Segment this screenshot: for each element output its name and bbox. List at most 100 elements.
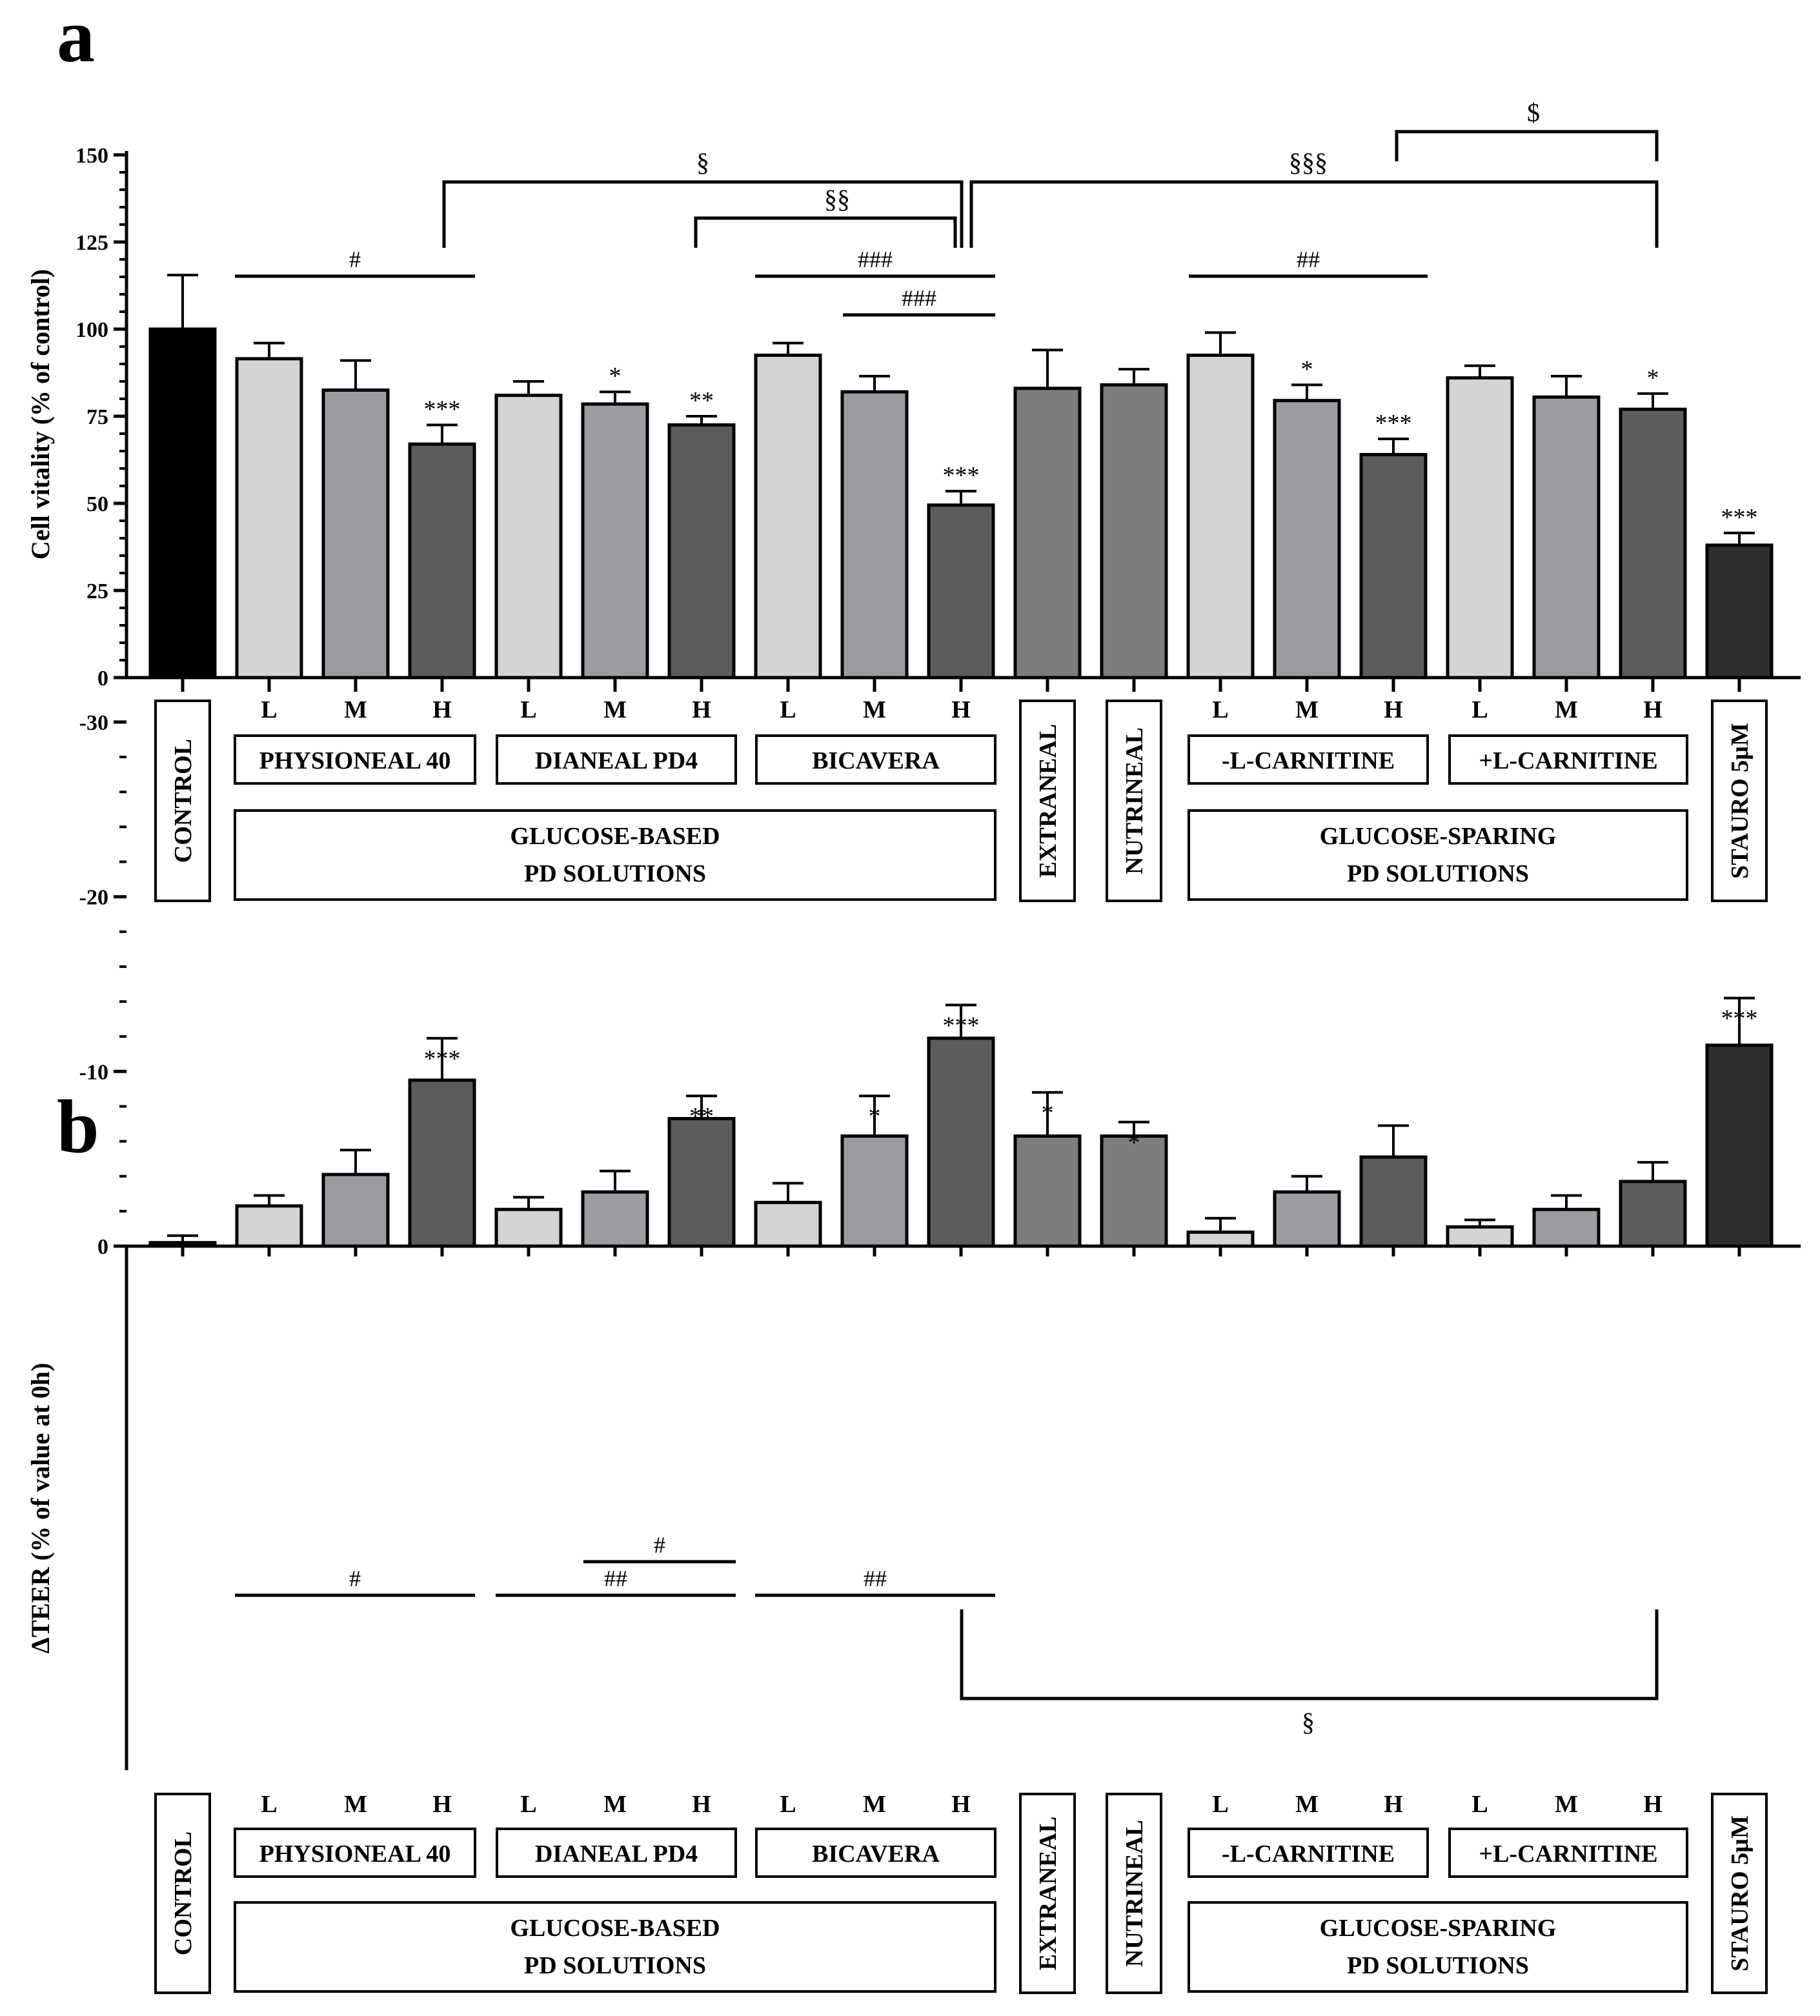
significance-marker: *** (943, 462, 980, 489)
level-label: L (1212, 1791, 1228, 1818)
level-label: H (432, 696, 452, 723)
bar-18 (1619, 1180, 1687, 1248)
bar-10 (927, 1036, 995, 1248)
group-box-physioneal (234, 1828, 476, 1878)
y-tick-label: 125 (76, 231, 108, 255)
category-label-glucose-based-2: PD SOLUTIONS (524, 860, 706, 887)
bar-2 (235, 1204, 303, 1248)
vertical-box-nutrineal (1106, 700, 1162, 902)
comparison-label: ## (1297, 247, 1320, 272)
level-label: H (951, 696, 971, 723)
y-tick-label: -10 (79, 1060, 108, 1084)
comparison-label: § (1302, 1708, 1315, 1737)
group-label-bicavera: BICAVERA (812, 1840, 940, 1868)
level-label: M (1295, 696, 1319, 723)
significance-marker: ** (689, 1103, 714, 1130)
level-label: H (1643, 696, 1663, 723)
panel-a: a 0 25 50 75 100 125 150 Cell vitality (% of con… (26, 0, 1801, 902)
level-label: L (1212, 696, 1228, 723)
bar-19 (1705, 543, 1774, 680)
bar-10 (927, 503, 995, 680)
vertical-box-stauro (1711, 1793, 1768, 1994)
category-label-glucose-sparing-1: GLUCOSE-SPARING (1320, 1915, 1557, 1942)
bar-13 (1186, 1230, 1255, 1248)
comparison-label: # (654, 1532, 665, 1558)
level-label: H (692, 696, 711, 723)
vertical-label-control: CONTROL (170, 1831, 197, 1955)
y-axis-label: Cell vitality (% of control) (26, 269, 55, 559)
vertical-box-stauro (1711, 700, 1768, 902)
y-tick-label: 50 (86, 492, 108, 516)
bar-4 (408, 1078, 476, 1248)
vertical-box-nutrineal (1106, 1793, 1162, 1994)
bar-5 (494, 1207, 563, 1248)
comparison-label: §§ (824, 185, 850, 214)
vertical-label-nutrineal: NUTRINEAL (1121, 727, 1148, 874)
level-label: M (603, 696, 627, 723)
level-label: L (261, 1791, 277, 1818)
group-box-bicavera (755, 1828, 996, 1878)
group-label-bicavera: BICAVERA (812, 747, 940, 774)
significance-marker: * (1042, 1100, 1054, 1127)
y-tick-label: 100 (76, 318, 108, 342)
level-label: H (951, 1791, 971, 1818)
group-box-minus-carnitine (1188, 1828, 1429, 1878)
comparison-label: §§§ (1289, 148, 1328, 177)
bar-15 (1359, 1155, 1428, 1248)
comparison-label: ### (902, 285, 936, 311)
level-label: L (780, 1791, 796, 1818)
bar-14 (1273, 1190, 1341, 1248)
significance-marker: *** (1721, 504, 1758, 531)
category-label-glucose-sparing-2: PD SOLUTIONS (1347, 860, 1529, 887)
bar-11 (1013, 387, 1082, 680)
bar-15 (1359, 452, 1428, 680)
group-box-plus-carnitine (1448, 734, 1688, 785)
comparison-label: # (349, 1566, 361, 1591)
significance-marker: ** (689, 387, 714, 414)
vertical-box-extraneal (1019, 700, 1076, 902)
group-label-physioneal: PHYSIONEAL 40 (259, 747, 451, 774)
group-box-plus-carnitine (1448, 1828, 1688, 1878)
significance-marker: *** (1721, 1005, 1758, 1033)
group-label-dianeal: DIANEAL PD4 (535, 1840, 698, 1868)
comparison-bracket (969, 180, 1659, 248)
bar-9 (840, 1134, 909, 1248)
comparison-label: $ (1527, 98, 1540, 127)
bar-1 (148, 1241, 217, 1248)
category-box-glucose-based (234, 809, 996, 901)
level-label: H (1384, 1791, 1403, 1818)
significance-marker: * (1647, 365, 1659, 392)
significance-marker: *** (1375, 410, 1412, 437)
level-label: M (863, 696, 886, 723)
level-label: H (692, 1791, 711, 1818)
bar-12 (1100, 1134, 1168, 1248)
significance-marker: *** (424, 1045, 461, 1073)
bar-1 (148, 327, 217, 680)
level-label: M (1295, 1791, 1319, 1818)
bar-4 (408, 442, 476, 680)
group-label-minus-carnitine: -L-CARNITINE (1222, 1840, 1395, 1868)
comparison-bracket (442, 180, 964, 248)
level-label: H (432, 1791, 452, 1818)
bar-7 (667, 423, 736, 680)
group-box-physioneal (234, 734, 476, 785)
y-tick-label: 150 (76, 144, 108, 168)
bar-16 (1446, 1225, 1514, 1248)
significance-marker: * (1128, 1129, 1140, 1156)
group-label-minus-carnitine: -L-CARNITINE (1222, 747, 1395, 774)
bar-17 (1532, 395, 1601, 680)
category-label-glucose-sparing-2: PD SOLUTIONS (1347, 1952, 1529, 1979)
y-axis-label: ΔTEER (% of value at 0h) (26, 1363, 55, 1654)
category-label-glucose-sparing-1: GLUCOSE-SPARING (1320, 823, 1557, 850)
comparison-label: ## (864, 1566, 887, 1591)
bar-17 (1532, 1207, 1601, 1248)
panel-label: b (57, 1084, 99, 1169)
group-box-dianeal (496, 1828, 737, 1878)
group-box-minus-carnitine (1188, 734, 1429, 785)
level-label: M (863, 1791, 886, 1818)
bar-7 (667, 1116, 736, 1248)
group-box-bicavera (755, 734, 996, 785)
vertical-label-control: CONTROL (170, 739, 197, 863)
